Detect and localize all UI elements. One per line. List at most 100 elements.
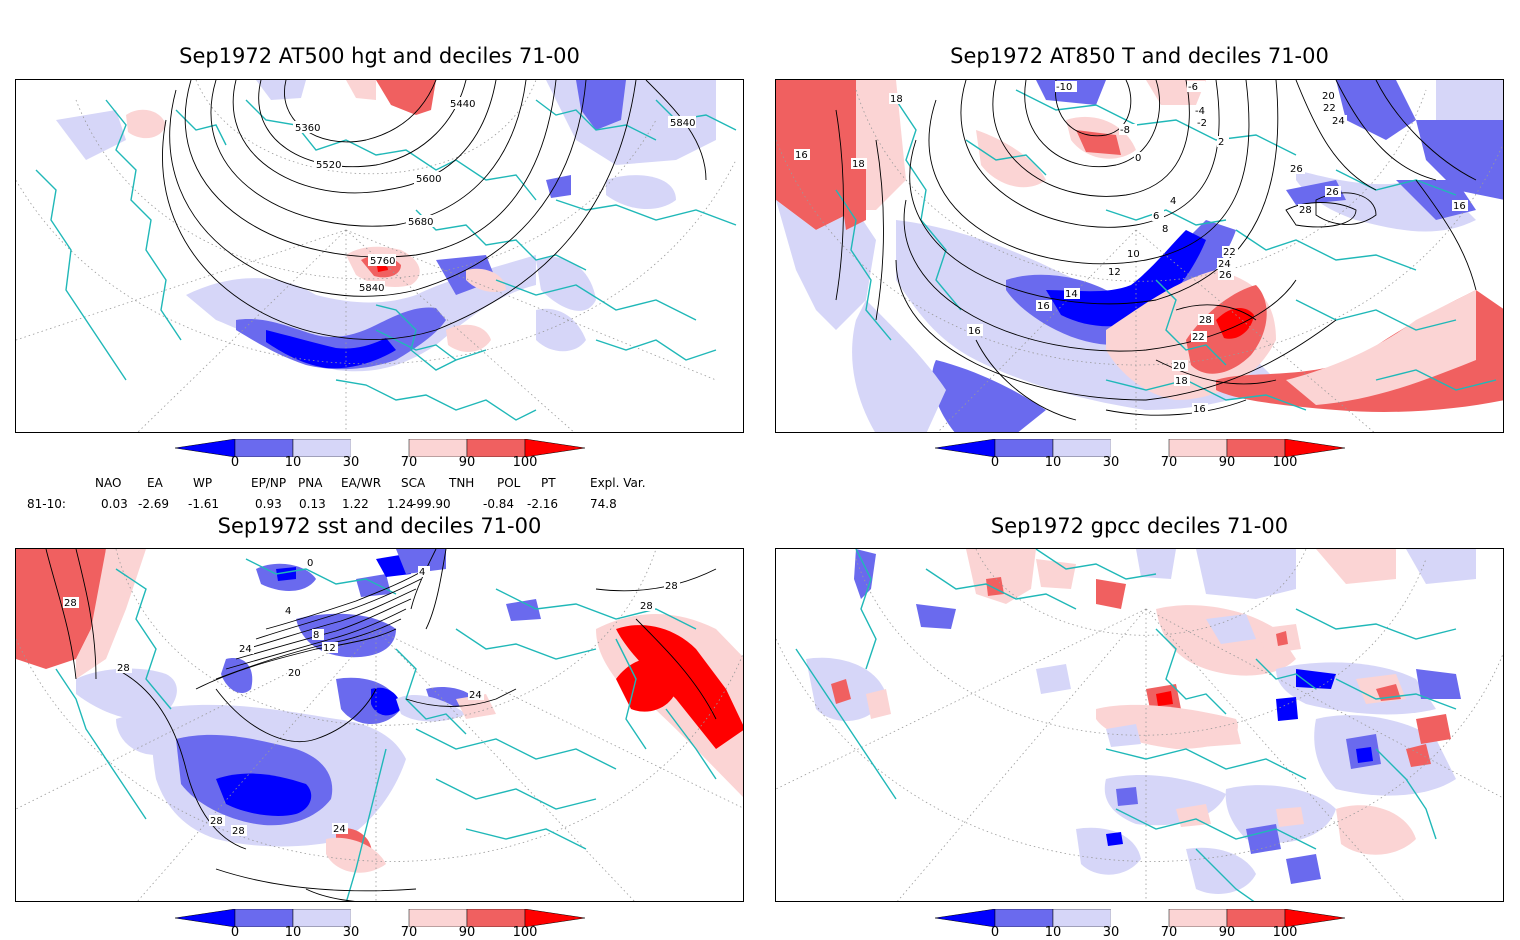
panel1-contour-labels: 5360 5440 5520 5600 5680 5760 5840 5840 [293, 97, 696, 294]
tick-100: 100 [1272, 925, 1298, 940]
panel3-decile-shading [16, 549, 743, 873]
tick-10: 10 [284, 925, 302, 940]
svg-text:4: 4 [419, 567, 425, 578]
tick-70: 70 [400, 455, 418, 470]
index-value: -2.16 [527, 497, 559, 511]
tick-100: 100 [512, 455, 538, 470]
svg-text:5760: 5760 [370, 256, 395, 267]
index-header: WP [193, 476, 213, 490]
index-header: SCA [401, 476, 426, 490]
panel4-lat-lon-grid [776, 549, 1503, 901]
index-value: -2.69 [138, 497, 170, 511]
panel3-lat-lon-grid [16, 549, 743, 901]
index-value: 0.93 [255, 497, 282, 511]
panel2-decile-shading [776, 80, 1503, 432]
index-value: -1.61 [188, 497, 220, 511]
tick-30: 30 [342, 455, 360, 470]
svg-text:-4: -4 [1195, 106, 1205, 117]
svg-text:5680: 5680 [408, 217, 433, 228]
svg-text:-6: -6 [1188, 82, 1198, 93]
svg-text:5360: 5360 [295, 123, 320, 134]
svg-text:28: 28 [117, 663, 130, 674]
svg-text:16: 16 [1453, 201, 1466, 212]
tick-10: 10 [284, 455, 302, 470]
svg-text:24: 24 [1332, 116, 1345, 127]
svg-text:28: 28 [1299, 205, 1312, 216]
svg-text:16: 16 [968, 326, 981, 337]
svg-text:5520: 5520 [316, 160, 341, 171]
index-value: -0.84 [483, 497, 515, 511]
svg-text:-10: -10 [1056, 82, 1072, 93]
svg-text:22: 22 [1192, 332, 1205, 343]
svg-text:4: 4 [1170, 196, 1176, 207]
panel1-decile-shading [56, 80, 716, 372]
svg-text:20: 20 [1173, 361, 1186, 372]
panel1-coastlines [35, 99, 737, 421]
svg-text:28: 28 [64, 598, 77, 609]
svg-text:28: 28 [232, 826, 245, 837]
svg-text:14: 14 [1065, 289, 1078, 300]
tick-70: 70 [1160, 455, 1178, 470]
svg-text:4: 4 [285, 606, 291, 617]
svg-text:8: 8 [1162, 224, 1168, 235]
tick-90: 90 [458, 925, 476, 940]
svg-text:20: 20 [1322, 91, 1335, 102]
svg-text:8: 8 [313, 630, 319, 641]
tick-70: 70 [1160, 925, 1178, 940]
panel2-title: Sep1972 AT850 T and deciles 71-00 [950, 44, 1329, 68]
tick-30: 30 [1102, 455, 1120, 470]
tick-90: 90 [1218, 925, 1236, 940]
tick-10: 10 [1044, 925, 1062, 940]
tick-100: 100 [512, 925, 538, 940]
svg-text:22: 22 [1223, 247, 1236, 258]
tick-70: 70 [400, 925, 418, 940]
index-header: POL [497, 476, 521, 490]
svg-text:5440: 5440 [450, 99, 475, 110]
index-header: Expl. Var. [590, 476, 646, 490]
svg-text:24: 24 [1218, 259, 1231, 270]
index-value: 74.8 [590, 497, 617, 511]
svg-text:12: 12 [323, 643, 336, 654]
svg-text:24: 24 [239, 644, 252, 655]
svg-text:18: 18 [1175, 376, 1188, 387]
svg-text:12: 12 [1108, 267, 1121, 278]
panel4-title: Sep1972 gpcc deciles 71-00 [990, 514, 1289, 538]
tick-0: 0 [230, 455, 240, 470]
panel1-map: 5360 5440 5520 5600 5680 5760 5840 5840 [15, 79, 744, 433]
svg-text:22: 22 [1323, 103, 1336, 114]
svg-text:5840: 5840 [359, 283, 384, 294]
index-header: EA/WR [341, 476, 382, 490]
svg-text:5840: 5840 [670, 118, 695, 129]
svg-text:28: 28 [665, 581, 678, 592]
tick-90: 90 [1218, 455, 1236, 470]
index-header: TNH [449, 476, 475, 490]
svg-text:18: 18 [890, 94, 903, 105]
index-value: 1.22 [342, 497, 369, 511]
index-header: EA [147, 476, 163, 490]
svg-text:20: 20 [288, 668, 301, 679]
svg-text:2: 2 [1218, 137, 1224, 148]
tick-90: 90 [458, 455, 476, 470]
tick-30: 30 [1102, 925, 1120, 940]
svg-text:-2: -2 [1197, 118, 1207, 129]
panel3-title: Sep1972 sst and deciles 71-00 [217, 514, 542, 538]
tick-30: 30 [342, 925, 360, 940]
tick-100: 100 [1272, 455, 1298, 470]
svg-text:-8: -8 [1120, 125, 1130, 136]
colorbar-panel2: 0 10 30 70 90 100 [934, 438, 1346, 473]
svg-text:28: 28 [640, 601, 653, 612]
svg-text:16: 16 [795, 150, 808, 161]
panel1-lat-lon-grid [16, 80, 737, 432]
svg-text:0: 0 [307, 558, 313, 569]
colorbar-panel3: 0 10 30 70 90 100 [174, 908, 586, 940]
svg-text:28: 28 [1199, 315, 1212, 326]
svg-text:26: 26 [1219, 270, 1232, 281]
tick-0: 0 [990, 455, 1000, 470]
panel2-map: 18 16 18 -10 -8 -6 -4 -2 0 2 4 6 8 10 12… [775, 79, 1504, 433]
svg-text:16: 16 [1037, 301, 1050, 312]
panel3-contour-labels: 28 28 0 4 4 8 12 20 24 28 28 24 28 28 24 [63, 557, 680, 837]
index-header: PNA [298, 476, 323, 490]
svg-text:26: 26 [1290, 164, 1303, 175]
svg-text:26: 26 [1326, 187, 1339, 198]
teleconnection-index-table: NAO EA WP EP/NP PNA EA/WR SCA TNH POL PT… [0, 476, 760, 512]
